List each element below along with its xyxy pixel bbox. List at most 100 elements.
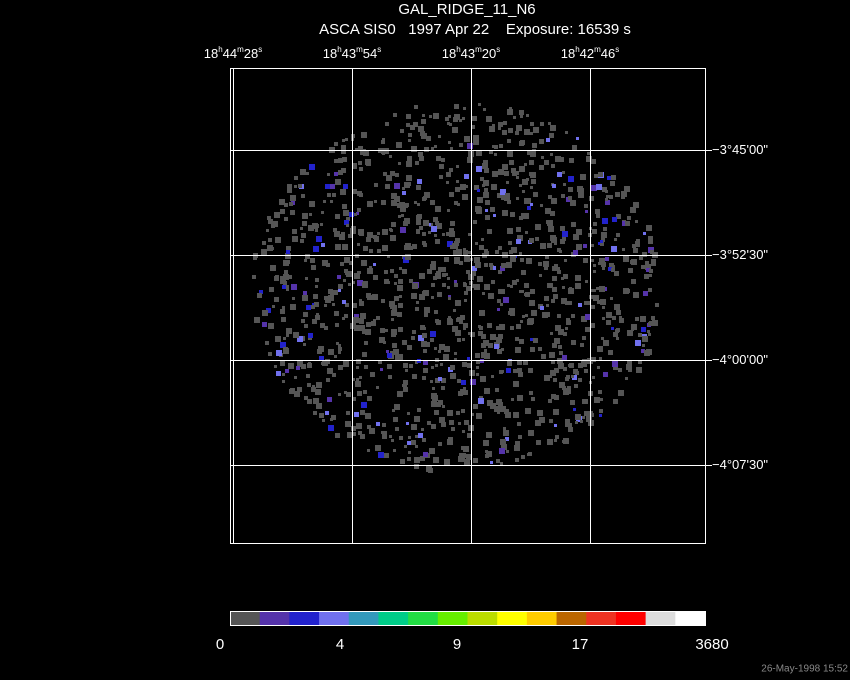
source-pixel — [430, 331, 436, 337]
source-pixel — [525, 231, 528, 234]
source-pixel — [530, 338, 533, 341]
source-pixel — [344, 314, 348, 318]
source-pixel — [569, 363, 574, 368]
source-pixel — [528, 368, 533, 373]
source-pixel — [568, 176, 574, 182]
colorbar-segment — [675, 611, 706, 625]
source-pixel — [498, 246, 502, 250]
source-pixel — [545, 312, 550, 317]
source-pixel — [450, 365, 455, 370]
source-pixel — [641, 327, 646, 332]
colorbar-segment — [378, 611, 409, 625]
source-pixel — [340, 262, 344, 266]
source-pixel — [551, 237, 557, 243]
source-pixel — [598, 242, 601, 245]
colorbar-segment — [467, 611, 498, 625]
source-pixel — [414, 464, 419, 469]
source-pixel — [382, 245, 388, 251]
source-pixel — [599, 258, 605, 264]
source-pixel — [434, 234, 437, 237]
source-pixel — [454, 241, 459, 246]
source-pixel — [473, 458, 478, 463]
source-pixel — [516, 197, 519, 200]
source-pixel — [622, 221, 627, 226]
source-pixel — [366, 237, 371, 242]
source-pixel — [501, 444, 507, 450]
source-pixel — [489, 126, 495, 132]
source-pixel — [412, 336, 415, 339]
colorbar-segment — [348, 611, 379, 625]
colorbar-segment — [408, 611, 439, 625]
source-pixel — [384, 454, 387, 457]
source-pixel — [477, 197, 483, 203]
source-pixel — [521, 290, 524, 293]
source-pixel — [484, 353, 490, 359]
source-pixel — [454, 280, 457, 283]
source-pixel — [485, 200, 490, 205]
source-pixel — [334, 311, 339, 316]
source-pixel — [484, 263, 488, 267]
source-pixel — [342, 244, 348, 250]
source-pixel — [610, 181, 615, 186]
source-pixel — [521, 270, 526, 275]
source-pixel — [462, 338, 465, 341]
source-pixel — [315, 224, 319, 228]
source-pixel — [428, 223, 431, 226]
source-pixel — [633, 292, 639, 298]
source-pixel — [349, 261, 353, 265]
source-pixel — [394, 404, 400, 410]
source-pixel — [652, 320, 658, 326]
source-pixel — [614, 271, 619, 276]
source-pixel — [500, 439, 506, 445]
source-pixel — [435, 378, 440, 383]
source-pixel — [585, 210, 588, 213]
source-pixel — [535, 420, 541, 426]
source-pixel — [490, 207, 495, 212]
source-pixel — [571, 375, 574, 378]
source-pixel — [611, 246, 617, 252]
source-pixel — [496, 326, 500, 330]
source-pixel — [487, 323, 492, 328]
source-pixel — [280, 278, 286, 284]
source-pixel — [505, 412, 511, 418]
source-pixel — [430, 338, 434, 342]
source-pixel — [382, 152, 385, 155]
source-pixel — [582, 416, 585, 419]
colorbar-segment — [319, 611, 350, 625]
source-pixel — [467, 363, 472, 368]
source-pixel — [506, 181, 509, 184]
source-pixel — [344, 257, 350, 263]
source-pixel — [636, 239, 640, 243]
source-pixel — [461, 409, 465, 413]
source-pixel — [427, 421, 431, 425]
source-pixel — [275, 275, 279, 279]
source-pixel — [573, 250, 578, 255]
source-pixel — [540, 243, 546, 249]
source-pixel — [507, 228, 513, 234]
source-pixel — [460, 389, 466, 395]
source-pixel — [621, 195, 625, 199]
source-pixel — [268, 323, 274, 329]
source-pixel — [571, 222, 576, 227]
source-pixel — [391, 318, 394, 321]
source-pixel — [419, 273, 425, 279]
source-pixel — [327, 397, 332, 402]
source-pixel — [628, 268, 633, 273]
source-pixel — [407, 441, 411, 445]
source-pixel — [304, 259, 307, 262]
source-pixel — [303, 343, 306, 346]
source-pixel — [510, 285, 513, 288]
source-pixel — [507, 139, 511, 143]
source-pixel — [500, 303, 503, 306]
source-pixel — [631, 328, 634, 331]
source-pixel — [276, 371, 281, 376]
source-pixel — [269, 287, 274, 292]
source-pixel — [498, 270, 502, 274]
source-pixel — [422, 233, 425, 236]
source-pixel — [526, 198, 531, 203]
source-pixel — [336, 342, 339, 345]
source-pixel — [289, 202, 293, 206]
source-pixel — [266, 308, 271, 313]
source-pixel — [346, 224, 349, 227]
source-pixel — [359, 299, 362, 302]
